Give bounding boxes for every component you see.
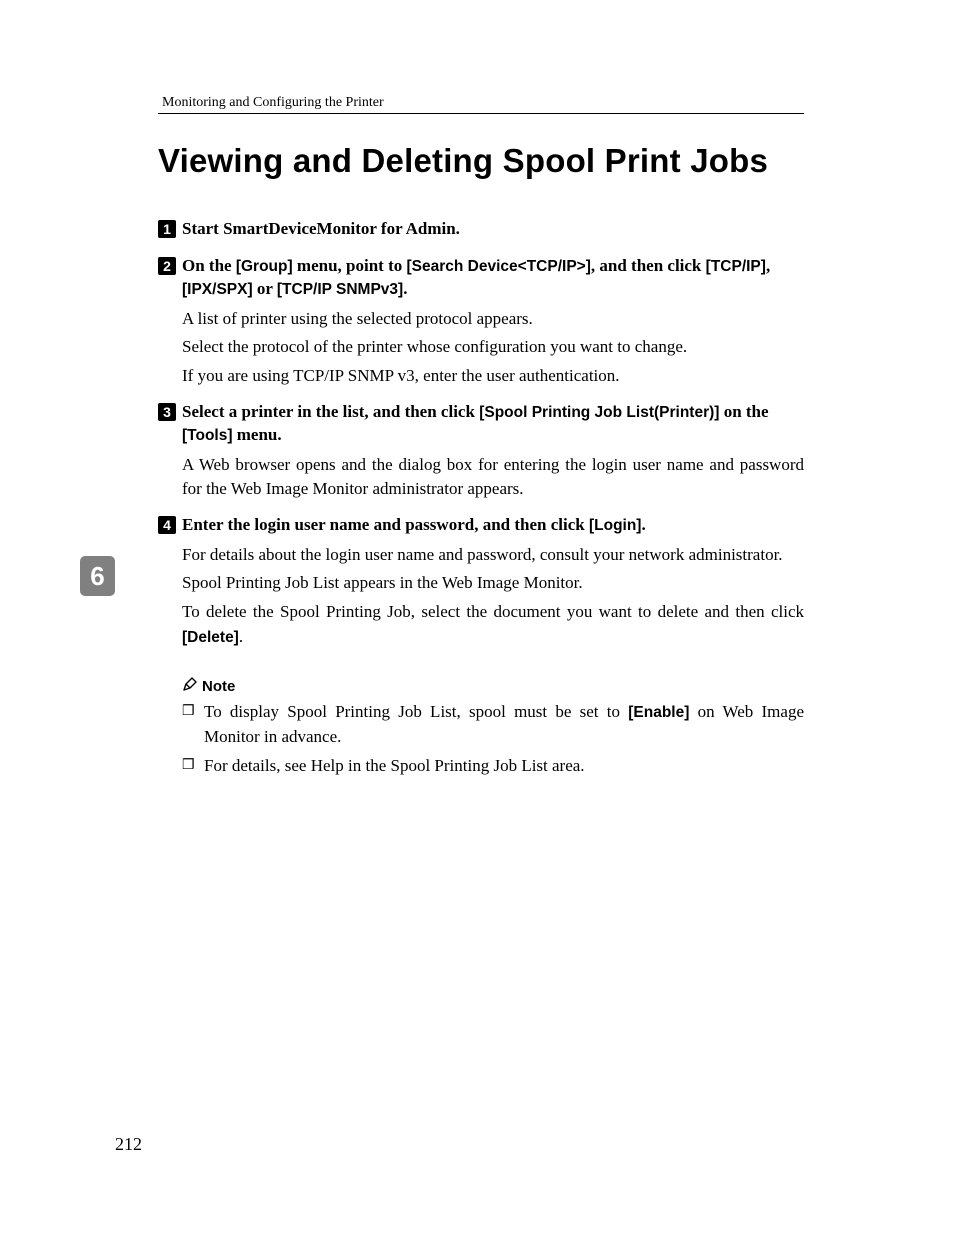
step: 2 On the [Group] menu, point to [Search D… [158,255,804,301]
step-body: Select the protocol of the printer whose… [182,335,804,360]
bullet-icon: ❒ [182,702,195,722]
text-run: Select a printer in the list, and then c… [182,402,479,421]
step-number-icon: 2 [158,257,176,275]
text-run: , and then click [591,256,706,275]
text-run: A Web browser opens and the dialog box f… [182,455,804,499]
text-run: Enter the login user name and password, … [182,515,589,534]
ui-label: [Login] [589,517,642,534]
note-item: ❒ To display Spool Printing Job List, spo… [182,700,804,749]
step-body: To delete the Spool Printing Job, select… [182,600,804,649]
ui-label: [IPX/SPX] [182,281,253,298]
text-run: A list of printer using the selected pro… [182,309,533,328]
text-run: menu, point to [293,256,407,275]
text-run: Spool Printing Job List appears in the W… [182,573,583,592]
steps-container: 1 Start SmartDeviceMonitor for Admin. 2 On … [158,218,804,661]
step-heading: Enter the login user name and password, … [182,514,804,537]
text-run: . [239,627,243,646]
ui-label: [Group] [236,258,293,275]
text-run: To delete the Spool Printing Job, select… [182,602,804,621]
step-body: If you are using TCP/IP SNMP v3, enter t… [182,364,804,389]
page-number: 212 [115,1134,142,1155]
ui-label: [Search Device<TCP/IP>] [407,258,591,275]
text-run: For details, see Help in the Spool Print… [204,756,585,775]
page: Monitoring and Configuring the Printer V… [0,0,954,1235]
ui-label: [Delete] [182,629,239,646]
text-run: On the [182,256,236,275]
text-run: on the [719,402,768,421]
step: 1 Start SmartDeviceMonitor for Admin. [158,218,804,241]
text-run: Start SmartDeviceMonitor for Admin. [182,219,460,238]
bullet-icon: ❒ [182,756,195,776]
running-header: Monitoring and Configuring the Printer [158,95,804,111]
text-run: , [766,256,770,275]
pencil-icon [182,676,198,697]
text-run: . [403,279,407,298]
note-label: Note [202,678,235,695]
step-body: For details about the login user name an… [182,543,804,568]
step-number-icon: 1 [158,220,176,238]
text-run: Select the protocol of the printer whose… [182,337,687,356]
note-block: Note ❒ To display Spool Printing Job List… [182,675,804,778]
step-body: A list of printer using the selected pro… [182,307,804,332]
note-items: ❒ To display Spool Printing Job List, spo… [182,700,804,778]
step-heading: Select a printer in the list, and then c… [182,401,804,447]
step-body: Spool Printing Job List appears in the W… [182,571,804,596]
ui-label: [Enable] [628,704,689,721]
ui-label: [Tools] [182,427,233,444]
note-item: ❒ For details, see Help in the Spool Prin… [182,754,804,779]
text-run: menu. [233,425,282,444]
step: 3 Select a printer in the list, and then … [158,401,804,447]
section-tab: 6 [80,556,115,596]
page-title: Viewing and Deleting Spool Print Jobs [158,142,804,180]
step-heading: On the [Group] menu, point to [Search De… [182,255,804,301]
text-run: or [253,279,277,298]
ui-label: [TCP/IP SNMPv3] [277,281,403,298]
note-heading: Note [182,675,804,696]
text-run: To display Spool Printing Job List, spoo… [204,702,628,721]
ui-label: [Spool Printing Job List(Printer)] [479,404,719,421]
step-number-icon: 3 [158,403,176,421]
text-run: For details about the login user name an… [182,545,783,564]
header-rule [158,113,804,114]
step-number-icon: 4 [158,516,176,534]
text-run: If you are using TCP/IP SNMP v3, enter t… [182,366,620,385]
step-heading: Start SmartDeviceMonitor for Admin. [182,218,804,241]
text-run: . [641,515,645,534]
step-body: A Web browser opens and the dialog box f… [182,453,804,502]
ui-label: [TCP/IP] [706,258,766,275]
step: 4 Enter the login user name and password,… [158,514,804,537]
